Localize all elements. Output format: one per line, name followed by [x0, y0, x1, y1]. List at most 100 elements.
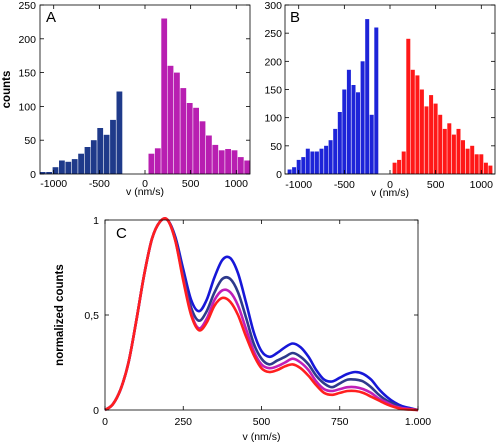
histogram-bar: [456, 128, 461, 174]
histogram-bar: [319, 148, 324, 174]
histogram-bar: [465, 148, 470, 174]
histogram-bar: [346, 69, 351, 174]
histogram-bar: [174, 72, 180, 174]
axes-frame: [39, 4, 251, 175]
histogram-bar: [225, 149, 231, 174]
histogram-bar: [461, 140, 465, 174]
histogram-bar: [218, 150, 225, 174]
histogram-bar: [65, 161, 72, 174]
histogram-bar: [97, 128, 104, 174]
y-tick-label: 200: [264, 56, 282, 68]
x-tick-label: -500: [334, 179, 355, 191]
histogram-bar: [401, 151, 406, 174]
histogram-bar: [186, 103, 193, 174]
histogram-bar: [296, 159, 301, 174]
x-axis-label: v (nm/s): [371, 187, 409, 199]
y-tick-label: 0,5: [84, 310, 99, 322]
histogram-bar: [46, 172, 52, 174]
series-line-0: [104, 217, 419, 412]
panel-a: -1000 -500 0 500 1000 0 50 100 150 200 250 v (nm/s)…: [1, 0, 251, 198]
x-tick-label: 0: [387, 179, 393, 191]
histogram-bar: [397, 159, 402, 174]
histogram-bar: [442, 128, 447, 174]
y-tick-label: 100: [264, 113, 282, 125]
y-tick-label: 250: [18, 0, 36, 12]
histogram-bar: [360, 61, 365, 174]
y-tick-label: 50: [270, 141, 282, 153]
histogram-bar: [161, 18, 168, 174]
x-tick-label: -1000: [285, 179, 312, 191]
x-tick-label: 500: [253, 416, 271, 428]
y-tick-label: 100: [18, 101, 36, 113]
histogram-bar: [324, 145, 329, 174]
histogram-bar: [474, 154, 479, 174]
y-tick-label: 300: [264, 0, 282, 12]
histogram-bar: [356, 92, 360, 174]
histogram-bar: [310, 151, 315, 174]
x-tick-label: 0: [102, 416, 108, 428]
histogram-bar: [167, 65, 174, 174]
histogram-bar: [424, 106, 429, 174]
x-tick-label: 250: [174, 416, 192, 428]
histogram-bar: [292, 167, 297, 174]
histogram-bar: [470, 145, 475, 174]
histogram-bar: [337, 112, 342, 174]
histogram-bar: [237, 157, 244, 174]
panel-label: B: [290, 9, 300, 26]
histogram-bar: [374, 27, 379, 174]
y-tick-label: 50: [24, 135, 36, 147]
histogram-bar: [231, 150, 238, 174]
histogram-bar: [103, 134, 110, 174]
y-tick-label: 250: [264, 28, 282, 40]
y-tick-label: 150: [18, 68, 36, 80]
histogram-bar: [59, 160, 65, 174]
y-tick-label: 1: [93, 215, 99, 227]
x-tick-label: 1000: [225, 178, 249, 190]
histogram-bar: [148, 153, 155, 174]
histogram-bar: [433, 103, 438, 174]
histogram-bar: [415, 75, 420, 174]
panel-c: 0 250 500 750 1.000 0 0,5 1 v (nm/s) normalized c…: [54, 215, 431, 443]
x-tick-label: 0: [142, 178, 148, 190]
histogram-bar: [392, 162, 397, 174]
panel-b: -1000 -500 0 500 1000 0 50 100 150 200 250 300 v (nm…: [264, 0, 496, 199]
x-tick-label: -500: [89, 178, 110, 190]
histogram-bar: [406, 38, 411, 174]
histogram-bar: [193, 107, 199, 174]
histogram-bar: [305, 148, 310, 174]
histogram-bar: [419, 89, 424, 174]
histogram-bar: [488, 165, 493, 174]
histogram-bar: [479, 154, 484, 174]
panel-label: A: [46, 9, 56, 26]
histogram-bar: [212, 144, 219, 174]
histogram-bar: [52, 167, 59, 174]
x-tick-label: 1000: [470, 179, 494, 191]
y-axis-label: counts: [1, 71, 13, 109]
histogram-bar: [301, 157, 306, 174]
histogram-bar: [90, 140, 97, 174]
x-tick-label: 1.000: [405, 416, 431, 428]
histogram-bar: [351, 85, 356, 174]
histogram-bar: [244, 160, 251, 174]
y-axis-label: normalized counts: [54, 264, 66, 366]
histogram-bar: [328, 140, 333, 174]
histogram-bar: [206, 135, 212, 174]
x-tick-label: 750: [331, 416, 349, 428]
histogram-bar: [429, 95, 434, 174]
histogram-bar: [71, 159, 78, 174]
histogram-bar: [451, 134, 456, 174]
histogram-bar: [154, 148, 161, 174]
histogram-bar: [438, 114, 443, 174]
y-tick-label: 200: [18, 34, 36, 46]
y-tick-label: 150: [264, 85, 282, 97]
histogram-bar: [483, 162, 488, 174]
histogram-bar: [180, 88, 187, 174]
histogram-bar: [365, 19, 370, 174]
histogram-bar: [199, 121, 206, 174]
histogram-bar: [39, 172, 46, 174]
histogram-bar: [78, 153, 84, 174]
histogram-bar: [110, 119, 116, 174]
panel-label: C: [116, 225, 127, 242]
series-line-3: [104, 217, 419, 412]
